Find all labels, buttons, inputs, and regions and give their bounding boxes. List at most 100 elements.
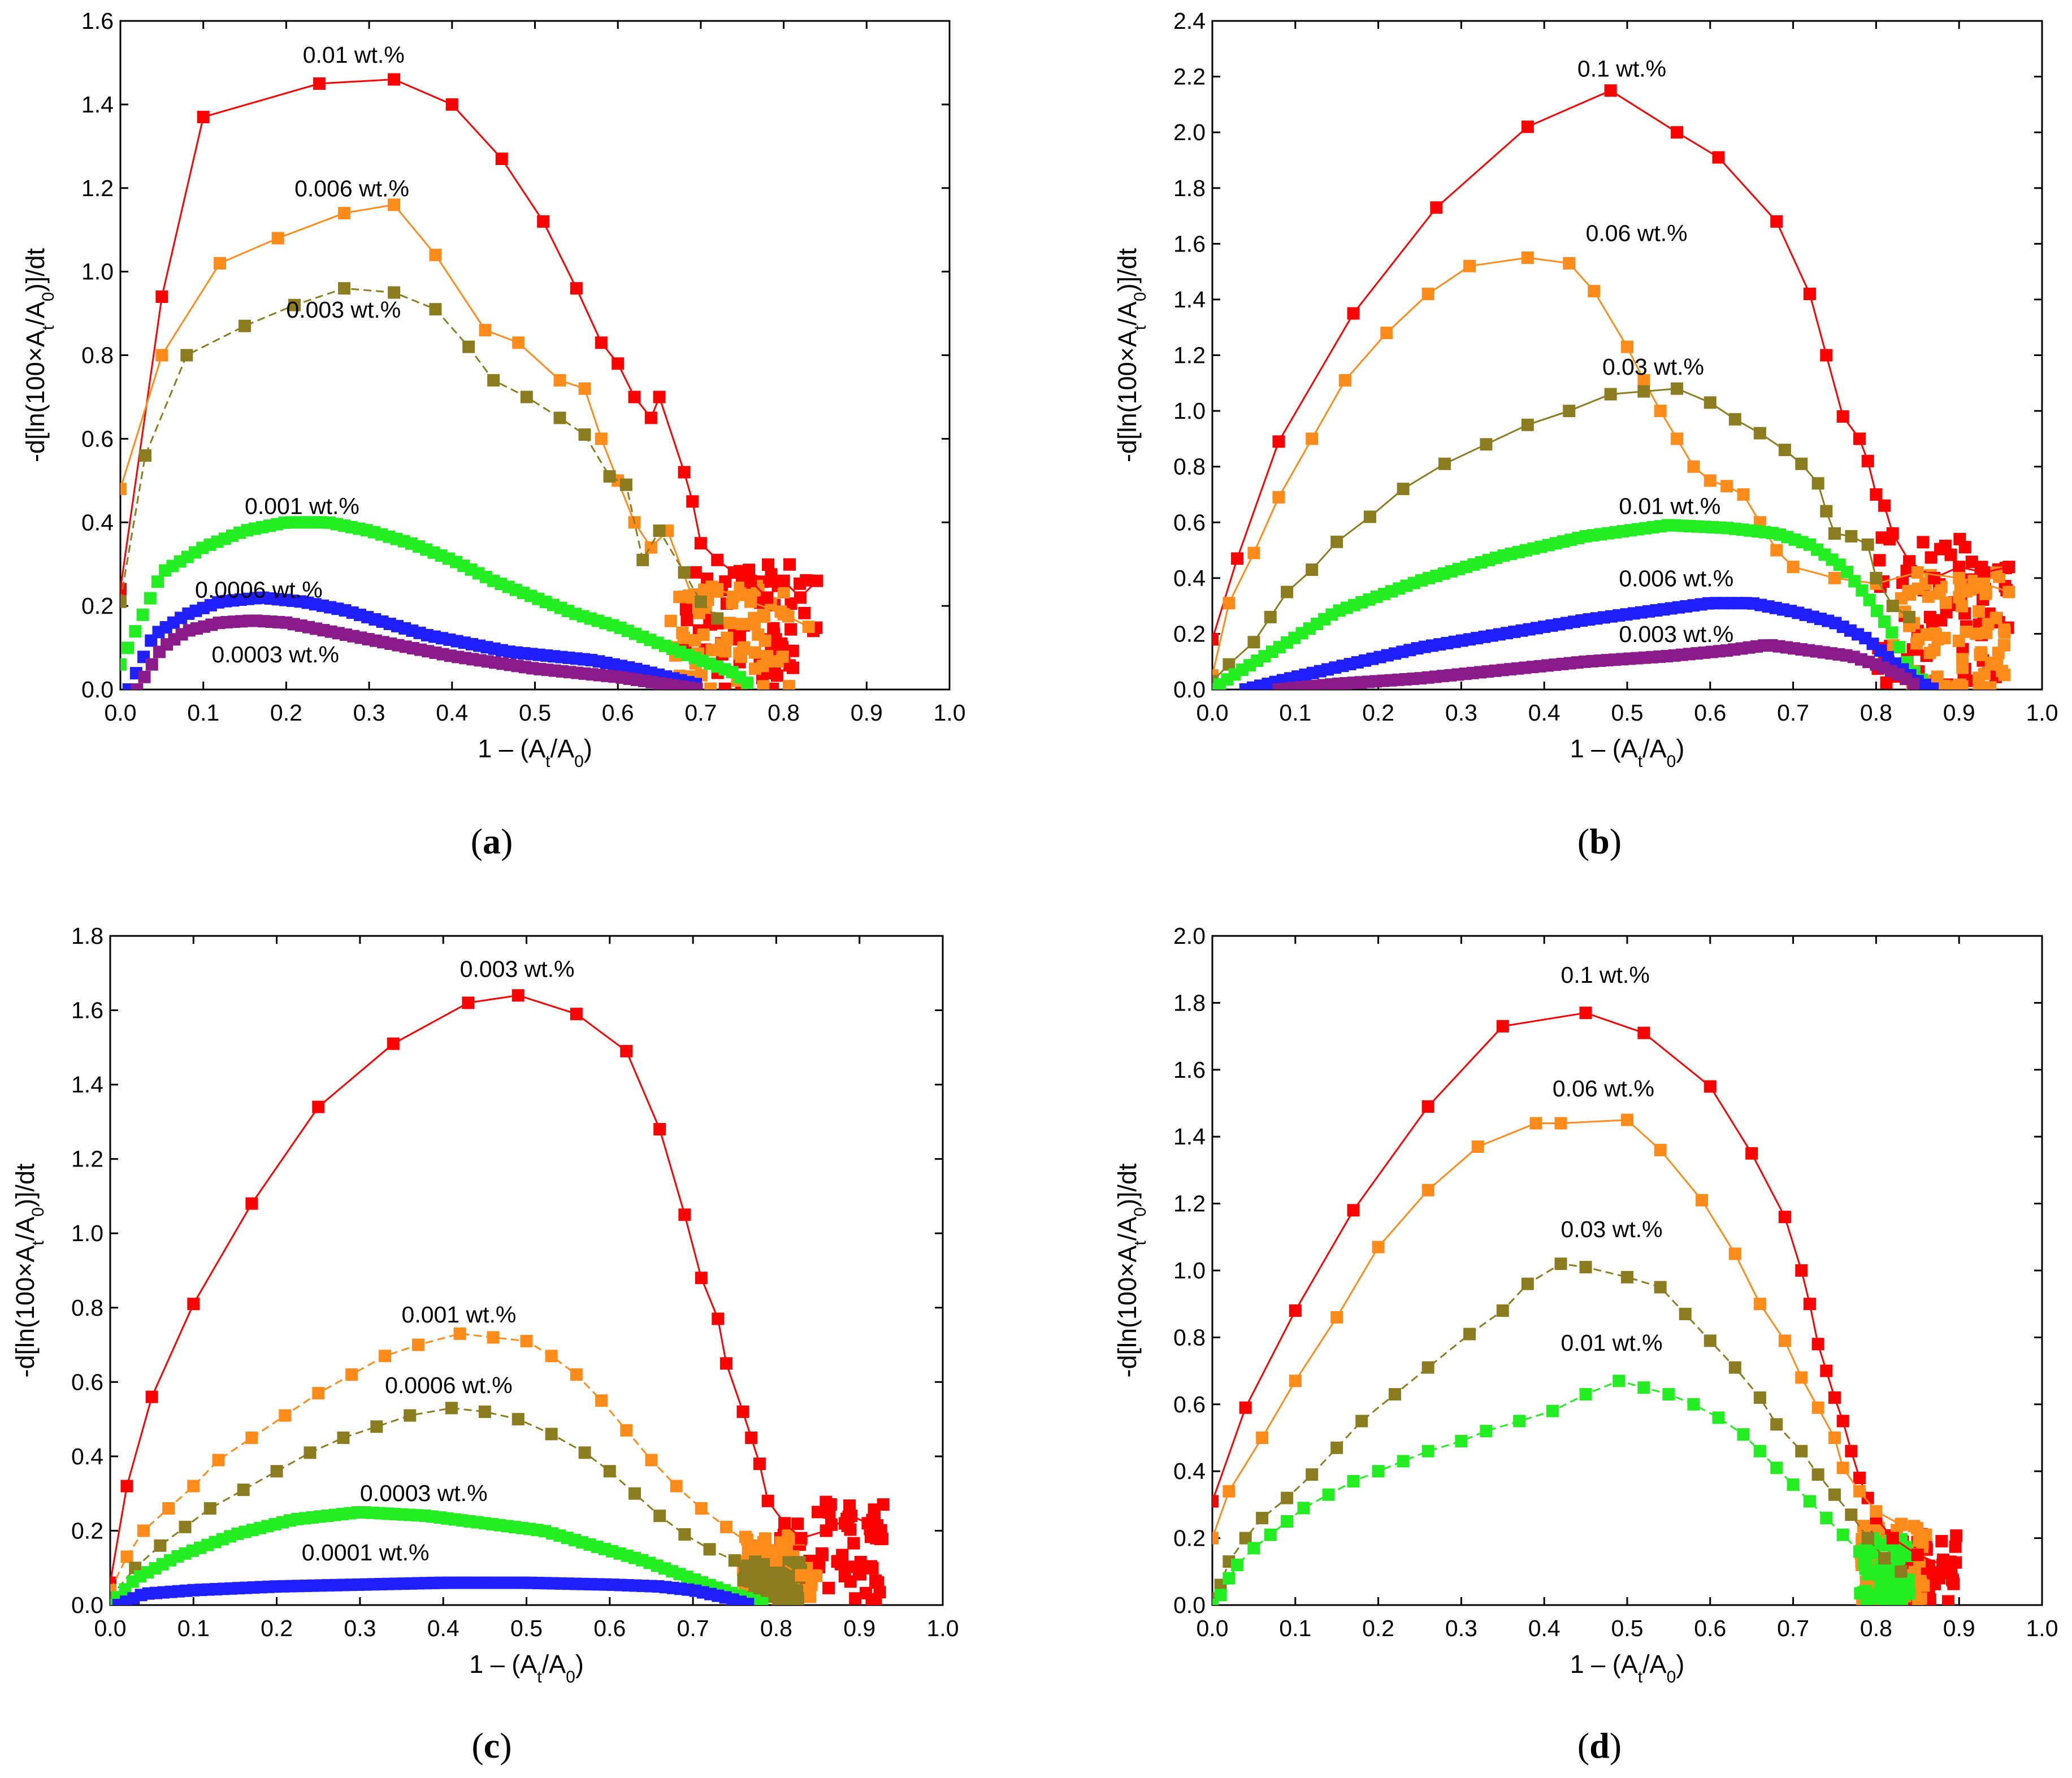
data-point bbox=[537, 215, 550, 228]
x-axis-title: 1 – (At/A0) bbox=[1570, 1650, 1685, 1686]
series-green bbox=[110, 1506, 769, 1605]
data-point-tail bbox=[1973, 680, 1986, 689]
data-point bbox=[545, 1428, 558, 1441]
data-point bbox=[387, 1037, 400, 1050]
data-point-tail bbox=[723, 617, 736, 630]
data-point-tail bbox=[800, 574, 813, 587]
data-point bbox=[1886, 1582, 1899, 1595]
data-point bbox=[711, 612, 724, 625]
data-point-tail bbox=[1874, 1586, 1887, 1599]
data-point bbox=[1893, 641, 1906, 654]
x-tick-label: 0.6 bbox=[1694, 1615, 1726, 1641]
x-tick-label: 0.1 bbox=[1279, 700, 1311, 726]
data-point bbox=[1671, 382, 1684, 395]
data-point bbox=[741, 676, 754, 689]
data-point-tail bbox=[812, 1506, 825, 1519]
data-point bbox=[512, 1413, 524, 1426]
panel-caption: (b) bbox=[1577, 821, 1622, 861]
data-point bbox=[1828, 1432, 1841, 1444]
data-point bbox=[1239, 683, 1252, 689]
y-tick-label: 0.2 bbox=[1173, 1525, 1206, 1551]
series-label: 0.03 wt.% bbox=[1602, 354, 1704, 380]
x-tick-label: 0.3 bbox=[1445, 1615, 1477, 1641]
y-axis-title: -d[ln(100×At/A0)]/dt bbox=[1113, 248, 1150, 462]
data-point bbox=[636, 553, 649, 566]
data-point bbox=[1861, 538, 1874, 551]
y-axis-title: -d[ln(100×At/A0)]/dt bbox=[1113, 1163, 1150, 1377]
data-point bbox=[744, 574, 757, 587]
data-point bbox=[1953, 561, 1966, 574]
data-point bbox=[736, 1405, 749, 1418]
data-point bbox=[479, 324, 492, 337]
data-point bbox=[1953, 571, 1966, 584]
data-point bbox=[694, 595, 707, 608]
series-label: 0.01 wt.% bbox=[1619, 493, 1720, 519]
data-point bbox=[1803, 1298, 1816, 1311]
data-point bbox=[728, 1554, 741, 1567]
data-point-tail bbox=[864, 1560, 877, 1573]
data-point bbox=[1745, 1147, 1758, 1160]
series-label: 0.003 wt.% bbox=[460, 956, 575, 982]
data-point bbox=[1363, 510, 1376, 523]
data-point bbox=[1397, 1455, 1410, 1468]
data-point bbox=[1212, 1495, 1219, 1508]
data-point bbox=[1637, 374, 1650, 387]
data-point bbox=[1803, 1495, 1816, 1508]
data-point bbox=[1870, 604, 1883, 617]
chart-panel-d: 0.0 0.1 0.2 0.3 0.4 0.5 0.6 0.7 0.8 0.9 1.0 0.0 0.2 0… bbox=[1113, 923, 2058, 1766]
series-label: 0.006 wt.% bbox=[294, 176, 409, 202]
data-point bbox=[1421, 1445, 1434, 1458]
data-point bbox=[1264, 610, 1277, 623]
y-tick-label: 1.8 bbox=[1173, 175, 1206, 201]
data-point bbox=[112, 1599, 125, 1605]
data-point bbox=[578, 382, 591, 395]
chart-panel-b: 0.0 0.1 0.2 0.3 0.4 0.5 0.6 0.7 0.8 0.9 1.0 0.0 0.2 0… bbox=[1113, 8, 2058, 861]
data-point bbox=[1430, 201, 1443, 214]
y-tick-label: 1.8 bbox=[71, 923, 103, 949]
data-point-tail bbox=[1933, 1572, 1946, 1585]
data-point bbox=[154, 1539, 167, 1552]
series-olive bbox=[1212, 1257, 1908, 1605]
data-point bbox=[1281, 1491, 1294, 1504]
x-tick-label: 0.1 bbox=[187, 700, 219, 726]
data-point bbox=[695, 1272, 708, 1285]
y-tick-label: 1.0 bbox=[1173, 1257, 1206, 1283]
data-point bbox=[239, 319, 252, 332]
data-point bbox=[720, 1357, 733, 1370]
y-tick-label: 1.6 bbox=[71, 998, 103, 1024]
series-blue bbox=[122, 591, 703, 689]
data-point bbox=[770, 1554, 783, 1567]
data-point bbox=[1612, 1374, 1625, 1387]
data-point-tail bbox=[743, 563, 756, 576]
data-point bbox=[245, 1197, 258, 1210]
data-point bbox=[1687, 460, 1700, 473]
plot-area bbox=[1212, 1007, 1963, 1605]
data-point bbox=[1455, 1434, 1468, 1447]
x-axis-title: 1 – (At/A0) bbox=[478, 734, 592, 771]
data-point bbox=[778, 1580, 791, 1593]
series-label: 0.006 wt.% bbox=[1619, 566, 1733, 592]
data-point-tail bbox=[777, 586, 790, 599]
data-point bbox=[553, 411, 566, 424]
data-point bbox=[1247, 547, 1260, 560]
data-point bbox=[1671, 432, 1684, 445]
data-point bbox=[1803, 288, 1816, 301]
data-point bbox=[1895, 1565, 1908, 1578]
data-point-tail bbox=[1935, 614, 1948, 627]
data-point bbox=[1281, 1515, 1294, 1528]
data-point bbox=[1621, 1270, 1633, 1283]
y-tick-label: 0.8 bbox=[1173, 454, 1206, 480]
data-point-tail bbox=[673, 591, 686, 604]
data-point-tail bbox=[1910, 637, 1923, 650]
data-point bbox=[212, 1454, 225, 1467]
y-tick-label: 1.6 bbox=[1173, 231, 1206, 257]
data-point bbox=[1355, 1415, 1368, 1428]
data-point bbox=[237, 1484, 250, 1497]
data-point-tail bbox=[1922, 590, 1935, 603]
data-point bbox=[279, 1409, 292, 1422]
data-point bbox=[1770, 215, 1783, 228]
data-point-tail bbox=[1857, 1586, 1870, 1599]
data-point bbox=[756, 1597, 769, 1605]
series-label: 0.06 wt.% bbox=[1553, 1076, 1654, 1102]
